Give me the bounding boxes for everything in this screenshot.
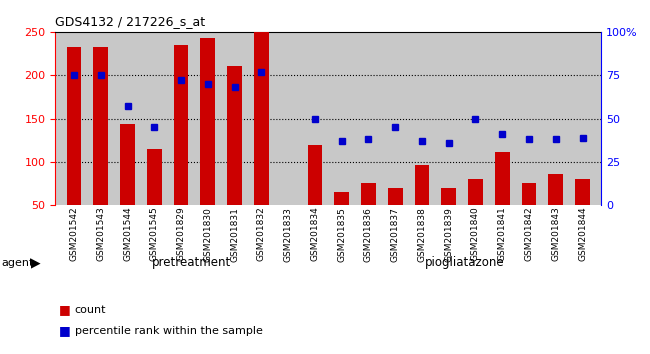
Text: agent: agent [1,258,34,268]
Bar [200,38,215,205]
Text: piogliatazone: piogliatazone [425,256,504,269]
Bar [174,45,188,205]
Bar [468,179,483,205]
Bar [147,149,162,205]
Bar [361,183,376,205]
Text: ■: ■ [58,303,70,316]
Text: count: count [75,305,106,315]
Text: percentile rank within the sample: percentile rank within the sample [75,326,263,336]
Bar [94,47,108,205]
Bar [495,152,510,205]
Text: GDS4132 / 217226_s_at: GDS4132 / 217226_s_at [55,15,205,28]
Bar [441,188,456,205]
Bar [575,179,590,205]
Bar [549,174,563,205]
Text: ▶: ▶ [31,256,41,269]
Text: ■: ■ [58,325,70,337]
Bar [227,66,242,205]
Bar [522,183,536,205]
Bar [415,165,429,205]
Bar [388,188,402,205]
Bar [67,47,81,205]
Bar [307,144,322,205]
Bar [334,192,349,205]
Bar [254,32,268,205]
Text: pretreatment: pretreatment [152,256,231,269]
Bar [120,124,135,205]
